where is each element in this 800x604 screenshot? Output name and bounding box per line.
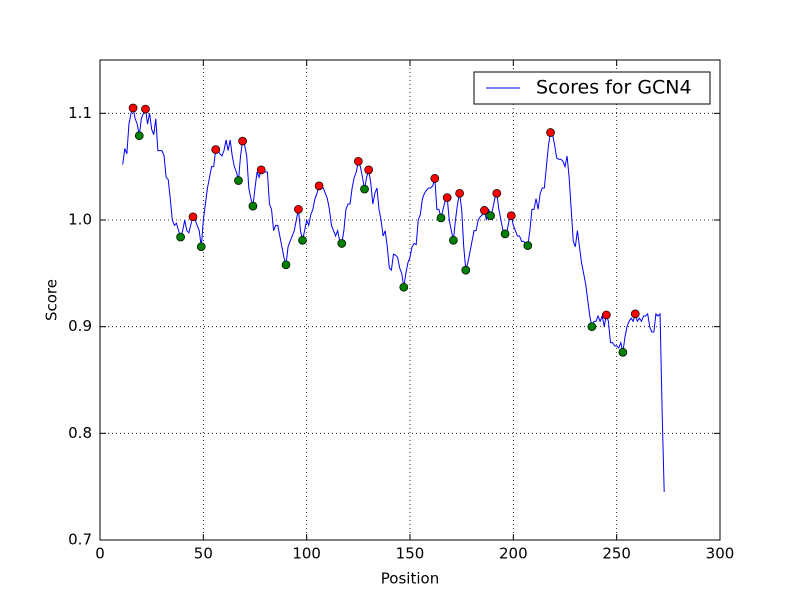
marker: [314, 181, 324, 191]
x-tick-label: 300: [706, 545, 735, 563]
x-tick-label: 150: [396, 545, 425, 563]
y-tick-label: 1.0: [68, 211, 92, 229]
x-tick-label: 0: [95, 545, 105, 563]
marker: [618, 347, 628, 357]
marker: [294, 204, 303, 214]
marker: [234, 176, 243, 185]
marker: [486, 211, 495, 221]
marker: [442, 193, 452, 202]
marker: [546, 128, 555, 137]
marker: [134, 131, 144, 141]
marker: [298, 235, 307, 245]
marker: [256, 165, 266, 175]
line: [122, 106, 665, 493]
x-tick-label: 250: [602, 545, 631, 563]
marker: [492, 188, 502, 198]
marker: [455, 188, 464, 198]
marker: [523, 241, 533, 250]
y-tick-label: 0.9: [68, 317, 92, 335]
marker: [337, 239, 347, 248]
x-axis-label: Position: [381, 570, 439, 588]
marker: [238, 136, 247, 146]
marker: [436, 213, 446, 223]
marker: [430, 174, 440, 183]
marker: [461, 265, 471, 275]
marker: [360, 184, 369, 194]
marker: [399, 282, 409, 292]
y-tick-label: 1.1: [68, 104, 92, 122]
legend-label: Scores for GCN4: [536, 77, 692, 99]
marker: [587, 322, 597, 332]
x-tick-label: 50: [194, 545, 213, 563]
y-tick-label: 0.7: [68, 531, 92, 549]
y-tick-label: 0.8: [68, 424, 92, 442]
marker: [248, 201, 258, 211]
marker: [188, 212, 198, 222]
marker: [176, 232, 185, 242]
marker: [506, 211, 516, 221]
marker: [500, 229, 510, 239]
marker: [128, 103, 138, 113]
x-tick-label: 200: [499, 545, 528, 563]
marker: [141, 104, 150, 114]
marker: [480, 206, 489, 215]
marker: [211, 145, 221, 154]
marker: [601, 310, 611, 320]
marker: [281, 260, 291, 270]
marker: [353, 156, 363, 166]
plot-area: [122, 103, 665, 493]
marker: [364, 165, 374, 175]
marker: [630, 309, 640, 319]
x-tick-label: 100: [292, 545, 321, 563]
marker: [449, 235, 458, 245]
marker: [196, 242, 206, 252]
y-axis-label: Score: [43, 279, 61, 321]
